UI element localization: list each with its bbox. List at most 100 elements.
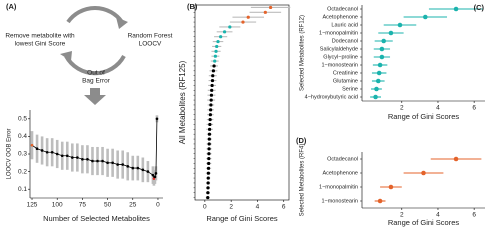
point: [388, 184, 394, 190]
y-axis-label: All Metabolites (RF125): [178, 60, 187, 144]
x-tick-label: 2: [400, 105, 404, 112]
step-text: Bag Error: [82, 78, 111, 85]
panel-label: (D): [296, 136, 307, 145]
point: [210, 78, 215, 83]
point: [30, 143, 34, 147]
point: [40, 149, 44, 152]
category-label: Dodecanol: [332, 38, 358, 44]
x-tick-label: 2: [229, 204, 233, 211]
point: [207, 142, 211, 146]
point: [241, 20, 245, 24]
point: [81, 157, 84, 161]
y-tick-label: 0.3: [18, 151, 27, 158]
point: [207, 161, 211, 166]
point: [131, 166, 135, 170]
category-label: Creatinine: [333, 70, 358, 76]
plot-frame: [194, 4, 290, 201]
point: [207, 132, 212, 136]
category-label: 1−monopalmitin: [319, 30, 358, 36]
point: [210, 83, 214, 88]
point: [45, 150, 49, 154]
point: [208, 117, 212, 122]
point: [126, 165, 130, 168]
panel-label: (C): [474, 3, 485, 12]
point: [154, 172, 158, 175]
x-tick-label: 6: [282, 204, 286, 211]
point: [206, 186, 210, 190]
category-label: Salicylaldehyde: [320, 46, 358, 52]
point: [374, 86, 379, 92]
point: [211, 69, 216, 73]
category-label: 4−hydroxybutyric acid: [305, 94, 358, 100]
point: [207, 147, 211, 151]
point: [388, 30, 394, 36]
point: [222, 30, 227, 34]
step-text: Random Forest: [128, 33, 173, 40]
point: [215, 44, 219, 49]
point: [377, 62, 383, 68]
point: [211, 74, 215, 78]
point: [210, 88, 214, 92]
point: [397, 22, 403, 28]
point: [76, 156, 79, 159]
point: [96, 159, 99, 163]
x-tick-label: 6: [472, 105, 476, 112]
point: [101, 159, 104, 163]
point: [263, 10, 267, 14]
point: [86, 157, 89, 161]
point: [381, 38, 387, 44]
category-label: 1−monostearin: [321, 198, 358, 204]
y-axis-label: Selected Metabolites (RF4): [300, 144, 306, 217]
point: [65, 154, 69, 158]
point: [213, 54, 217, 58]
y-axis-label: Selected Metabolites (RF12): [300, 15, 306, 91]
point: [377, 198, 383, 204]
x-axis-label: Range of Gini Scores: [206, 214, 278, 223]
x-axis-label: Range of Gini Scores: [388, 218, 460, 227]
point: [116, 163, 119, 166]
category-label: 1−monopalmitin: [319, 184, 358, 190]
panel-label: (A): [6, 2, 17, 11]
point: [268, 5, 273, 10]
point: [209, 108, 213, 112]
x-tick-label: 2: [400, 212, 404, 219]
point: [121, 163, 124, 166]
point: [206, 166, 211, 170]
category-label: 1−monostearin: [321, 62, 358, 68]
y-tick-label: 0.4: [18, 133, 27, 140]
y-tick-label: 0.1: [18, 186, 27, 193]
diagram: Remove metabolite with lowest Gini Score…: [5, 5, 173, 105]
category-label: Serine: [342, 86, 358, 92]
point: [219, 35, 223, 39]
category-label: Lauric acid: [331, 22, 358, 28]
x-tick-label: 0: [203, 204, 207, 211]
category-label: Glutamine: [333, 78, 358, 84]
x-tick-label: 50: [104, 202, 112, 209]
point: [208, 122, 212, 127]
point: [209, 93, 214, 97]
x-tick-label: 6: [472, 212, 476, 219]
point: [111, 161, 114, 165]
point: [246, 15, 250, 19]
x-axis-label: Number of Selected Metabolites: [43, 214, 150, 223]
x-tick-label: 0: [156, 202, 160, 209]
arrow-head: [60, 51, 72, 61]
point: [50, 150, 54, 154]
point: [71, 156, 74, 159]
point: [212, 64, 216, 68]
point: [151, 173, 155, 177]
point: [228, 25, 232, 29]
panel-label: (B): [187, 2, 198, 11]
point: [91, 159, 94, 163]
step-text: Remove metabolite with: [5, 33, 75, 40]
category-label: Glycyl−proline: [323, 54, 358, 60]
x-tick-label: 4: [256, 204, 260, 211]
x-axis-label: Range of Gini Scores: [388, 112, 460, 121]
point: [207, 127, 212, 131]
point: [376, 70, 382, 76]
point: [209, 98, 213, 102]
page: Remove metabolite with lowest Gini Score…: [5, 1, 485, 227]
point: [423, 14, 428, 20]
category-label: Acetophenone: [323, 170, 358, 176]
step-text: Out of: [87, 70, 105, 77]
